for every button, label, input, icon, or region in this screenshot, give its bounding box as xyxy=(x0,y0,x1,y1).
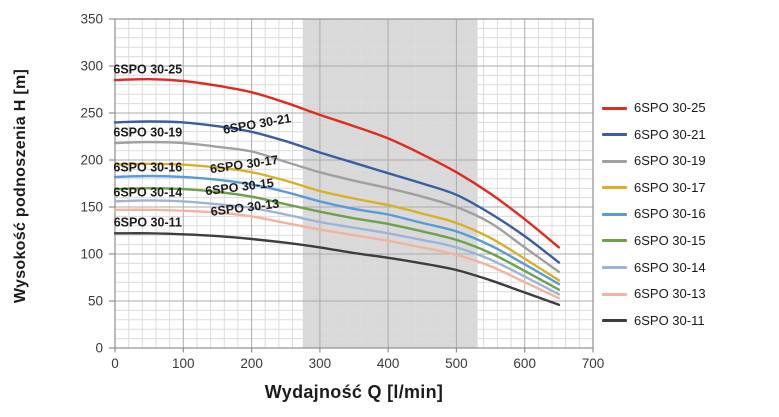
legend: 6SPO 30-25 6SPO 30-21 6SPO 30-19 6SPO 30-17… xyxy=(602,101,772,340)
legend-item-6SPO-30-16: 6SPO 30-16 xyxy=(602,207,772,221)
legend-item-6SPO-30-13: 6SPO 30-13 xyxy=(602,287,772,301)
legend-item-6SPO-30-11: 6SPO 30-11 xyxy=(602,312,772,328)
legend-line-icon xyxy=(602,292,627,296)
curve-label-6SPO-30-25: 6SPO 30-25 xyxy=(113,63,182,77)
curve-label-6SPO-30-16: 6SPO 30-16 xyxy=(113,160,182,174)
curve-6SPO-30-11 xyxy=(113,232,561,306)
x-tick-label-300: 300 xyxy=(309,356,332,371)
curve-label-6SPO-30-14: 6SPO 30-14 xyxy=(113,186,182,200)
y-tick-label-350: 350 xyxy=(80,12,103,27)
curve-label-6SPO-30-19: 6SPO 30-19 xyxy=(113,126,182,140)
legend-item-6SPO-30-15: 6SPO 30-15 xyxy=(602,232,772,248)
curve-6SPO-30-15 xyxy=(113,187,561,291)
x-tick-label-200: 200 xyxy=(240,356,263,371)
y-tick-label-100: 100 xyxy=(80,247,103,262)
x-tick-label-700: 700 xyxy=(582,356,605,371)
legend-item-6SPO-30-14: 6SPO 30-14 xyxy=(602,259,772,275)
legend-item-6SPO-30-17: 6SPO 30-17 xyxy=(602,179,772,195)
curve-6SPO-30-19 xyxy=(113,140,561,274)
curve-6SPO-30-13 xyxy=(113,208,561,300)
legend-item-6SPO-30-25: 6SPO 30-25 xyxy=(602,101,772,115)
legend-item-label: 6SPO 30-16 xyxy=(634,206,706,222)
legend-line-icon xyxy=(602,212,627,216)
y-tick-label-50: 50 xyxy=(88,294,103,309)
legend-line-icon xyxy=(602,319,627,323)
legend-line-icon xyxy=(602,106,627,110)
curve-6SPO-30-16 xyxy=(113,174,561,286)
axis-ticks xyxy=(109,18,594,353)
legend-line-icon xyxy=(602,133,627,137)
legend-line-icon xyxy=(602,239,627,243)
legend-item-label: 6SPO 30-21 xyxy=(634,126,706,142)
legend-item-label: 6SPO 30-11 xyxy=(634,312,705,328)
y-tick-label-200: 200 xyxy=(80,153,103,168)
legend-item-6SPO-30-19: 6SPO 30-19 xyxy=(602,154,772,168)
legend-item-label: 6SPO 30-25 xyxy=(634,100,706,115)
legend-line-icon xyxy=(602,186,627,190)
curve-6SPO-30-25 xyxy=(113,77,561,249)
legend-item-label: 6SPO 30-17 xyxy=(634,179,706,195)
x-tick-label-400: 400 xyxy=(377,356,400,371)
x-tick-label-600: 600 xyxy=(513,356,536,371)
legend-item-label: 6SPO 30-14 xyxy=(634,259,706,275)
legend-item-label: 6SPO 30-13 xyxy=(634,286,706,302)
legend-item-6SPO-30-21: 6SPO 30-21 xyxy=(602,126,772,142)
x-axis-title: Wydajność Q [l/min] xyxy=(264,382,444,402)
y-tick-label-150: 150 xyxy=(80,200,103,215)
x-tick-label-100: 100 xyxy=(172,356,195,371)
y-tick-label-300: 300 xyxy=(80,59,103,74)
x-tick-label-500: 500 xyxy=(445,356,468,371)
curve-label-6SPO-30-11: 6SPO 30-11 xyxy=(114,216,182,230)
curve-6SPO-30-21 xyxy=(113,120,561,264)
operating-range-band xyxy=(302,19,478,348)
y-tick-label-250: 250 xyxy=(80,106,103,121)
curves xyxy=(113,77,561,306)
curve-6SPO-30-17 xyxy=(113,162,561,282)
x-tick-label-0: 0 xyxy=(111,356,119,371)
legend-line-icon xyxy=(602,266,627,270)
plot-border xyxy=(114,18,594,349)
legend-item-label: 6SPO 30-15 xyxy=(634,232,706,248)
curve-6SPO-30-14 xyxy=(113,199,561,296)
legend-line-icon xyxy=(602,159,627,163)
legend-item-label: 6SPO 30-19 xyxy=(634,153,706,169)
y-tick-label-0: 0 xyxy=(95,341,103,356)
y-axis-title: Wysokość podnoszenia H [m] xyxy=(12,68,29,304)
curve-label-6SPO-30-17: 6SPO 30-17 xyxy=(209,153,279,176)
